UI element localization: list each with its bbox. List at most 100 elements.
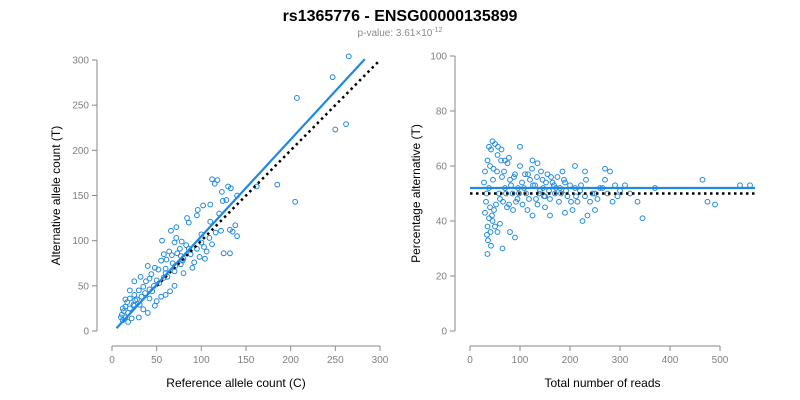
- left-data-point: [207, 201, 214, 208]
- left-data-point: [163, 256, 170, 263]
- left-data-point: [158, 293, 165, 300]
- right-data-point: [499, 174, 505, 180]
- right-data-point: [483, 198, 489, 205]
- right-data-point: [484, 157, 491, 164]
- right-data-point: [506, 201, 512, 208]
- right-data-point: [513, 198, 519, 205]
- right-data-point: [484, 231, 490, 238]
- left-x-tick-label: 250: [327, 355, 344, 366]
- left-data-point: [166, 248, 173, 255]
- left-data-point: [214, 177, 221, 184]
- left-data-point: [209, 176, 215, 183]
- right-data-point: [516, 190, 522, 197]
- left-data-point: [191, 259, 198, 266]
- right-data-point: [487, 163, 493, 169]
- right-x-axis-label: Total number of reads: [544, 376, 660, 390]
- right-data-point: [574, 198, 581, 205]
- left-data-point: [119, 305, 126, 312]
- right-data-point: [569, 207, 576, 213]
- left-y-tick-label: 200: [72, 146, 89, 157]
- right-data-point: [539, 176, 546, 183]
- right-y-tick-label: 40: [436, 217, 448, 228]
- right-x-tick-label: 400: [662, 355, 679, 366]
- right-data-point: [538, 168, 544, 175]
- right-data-point: [489, 212, 495, 219]
- right-data-point: [525, 171, 531, 178]
- left-x-tick-label: 300: [372, 355, 389, 366]
- right-y-tick-label: 100: [430, 52, 447, 63]
- left-data-point: [173, 224, 180, 231]
- left-fit-line: [115, 58, 366, 330]
- left-data-point: [229, 228, 236, 235]
- right-data-point: [488, 242, 494, 249]
- left-x-tick-label: 200: [282, 355, 299, 366]
- right-data-point: [493, 201, 499, 208]
- left-data-point: [122, 296, 129, 303]
- right-data-point: [510, 207, 516, 213]
- right-data-point: [509, 190, 516, 197]
- right-data-point: [704, 198, 711, 205]
- right-y-tick-label: 0: [441, 327, 447, 338]
- left-data-point: [189, 264, 196, 271]
- left-data-point: [196, 254, 203, 260]
- right-data-point: [583, 176, 589, 183]
- left-data-point: [137, 273, 144, 280]
- right-y-axis-label: Percentage alternative (T): [409, 124, 423, 263]
- right-data-point: [602, 176, 608, 183]
- left-data-point: [131, 278, 138, 285]
- right-data-point: [523, 190, 529, 197]
- right-data-point: [519, 201, 526, 208]
- left-x-tick-label: 0: [109, 355, 115, 366]
- left-data-point: [220, 250, 227, 257]
- right-y-tick-label: 80: [436, 107, 448, 118]
- right-scatter-panel: 0 100 200 300 400 500 0 20 40 60 80 100 Total number…: [409, 52, 755, 390]
- left-data-point: [227, 250, 233, 257]
- left-data-point: [201, 244, 207, 250]
- left-y-axis-label: Alternative allele count (T): [49, 126, 63, 265]
- left-data-point: [343, 121, 349, 128]
- left-data-point: [207, 218, 214, 225]
- right-data-point: [512, 234, 518, 241]
- left-y-tick-label: 0: [83, 327, 89, 338]
- right-x-tick-label: 300: [612, 355, 629, 366]
- left-x-tick-label: 100: [193, 355, 210, 366]
- left-data-point: [183, 242, 190, 249]
- right-data-point: [542, 204, 548, 211]
- left-data-point: [218, 188, 225, 195]
- right-data-point: [502, 157, 508, 164]
- right-data-point: [512, 171, 518, 178]
- right-x-tick-label: 100: [512, 355, 529, 366]
- right-data-point: [527, 176, 533, 183]
- left-data-point: [171, 282, 178, 289]
- right-data-point: [607, 168, 613, 175]
- left-data-point: [140, 283, 147, 290]
- left-data-point: [146, 295, 153, 302]
- right-data-point: [639, 215, 646, 222]
- right-data-point: [497, 220, 503, 227]
- right-x-tick-label: 200: [562, 355, 579, 366]
- right-data-point: [526, 196, 532, 202]
- left-data-point: [332, 126, 339, 133]
- right-data-point: [592, 207, 598, 213]
- left-data-point: [203, 248, 210, 255]
- right-data-point: [501, 168, 507, 175]
- right-data-point: [556, 198, 562, 205]
- right-data-point: [492, 223, 498, 230]
- left-x-tick-label: 50: [151, 355, 163, 366]
- p-value-text: p-value: 3.61×10: [358, 28, 433, 39]
- chart-subtitle: p-value: 3.61×10-12: [358, 27, 443, 39]
- left-y-tick-label: 50: [78, 281, 90, 292]
- right-data-point: [534, 160, 541, 167]
- right-data-point: [582, 168, 588, 175]
- right-data-point: [511, 174, 517, 180]
- right-data-point: [490, 165, 497, 172]
- right-data-point: [579, 218, 586, 224]
- left-data-point: [171, 239, 178, 246]
- left-data-point: [131, 291, 138, 298]
- right-data-point: [524, 207, 531, 213]
- left-data-point: [125, 319, 131, 325]
- left-data-point: [202, 255, 208, 262]
- left-data-point: [200, 202, 207, 209]
- left-x-tick-label: 150: [238, 355, 255, 366]
- right-data-point: [562, 179, 568, 186]
